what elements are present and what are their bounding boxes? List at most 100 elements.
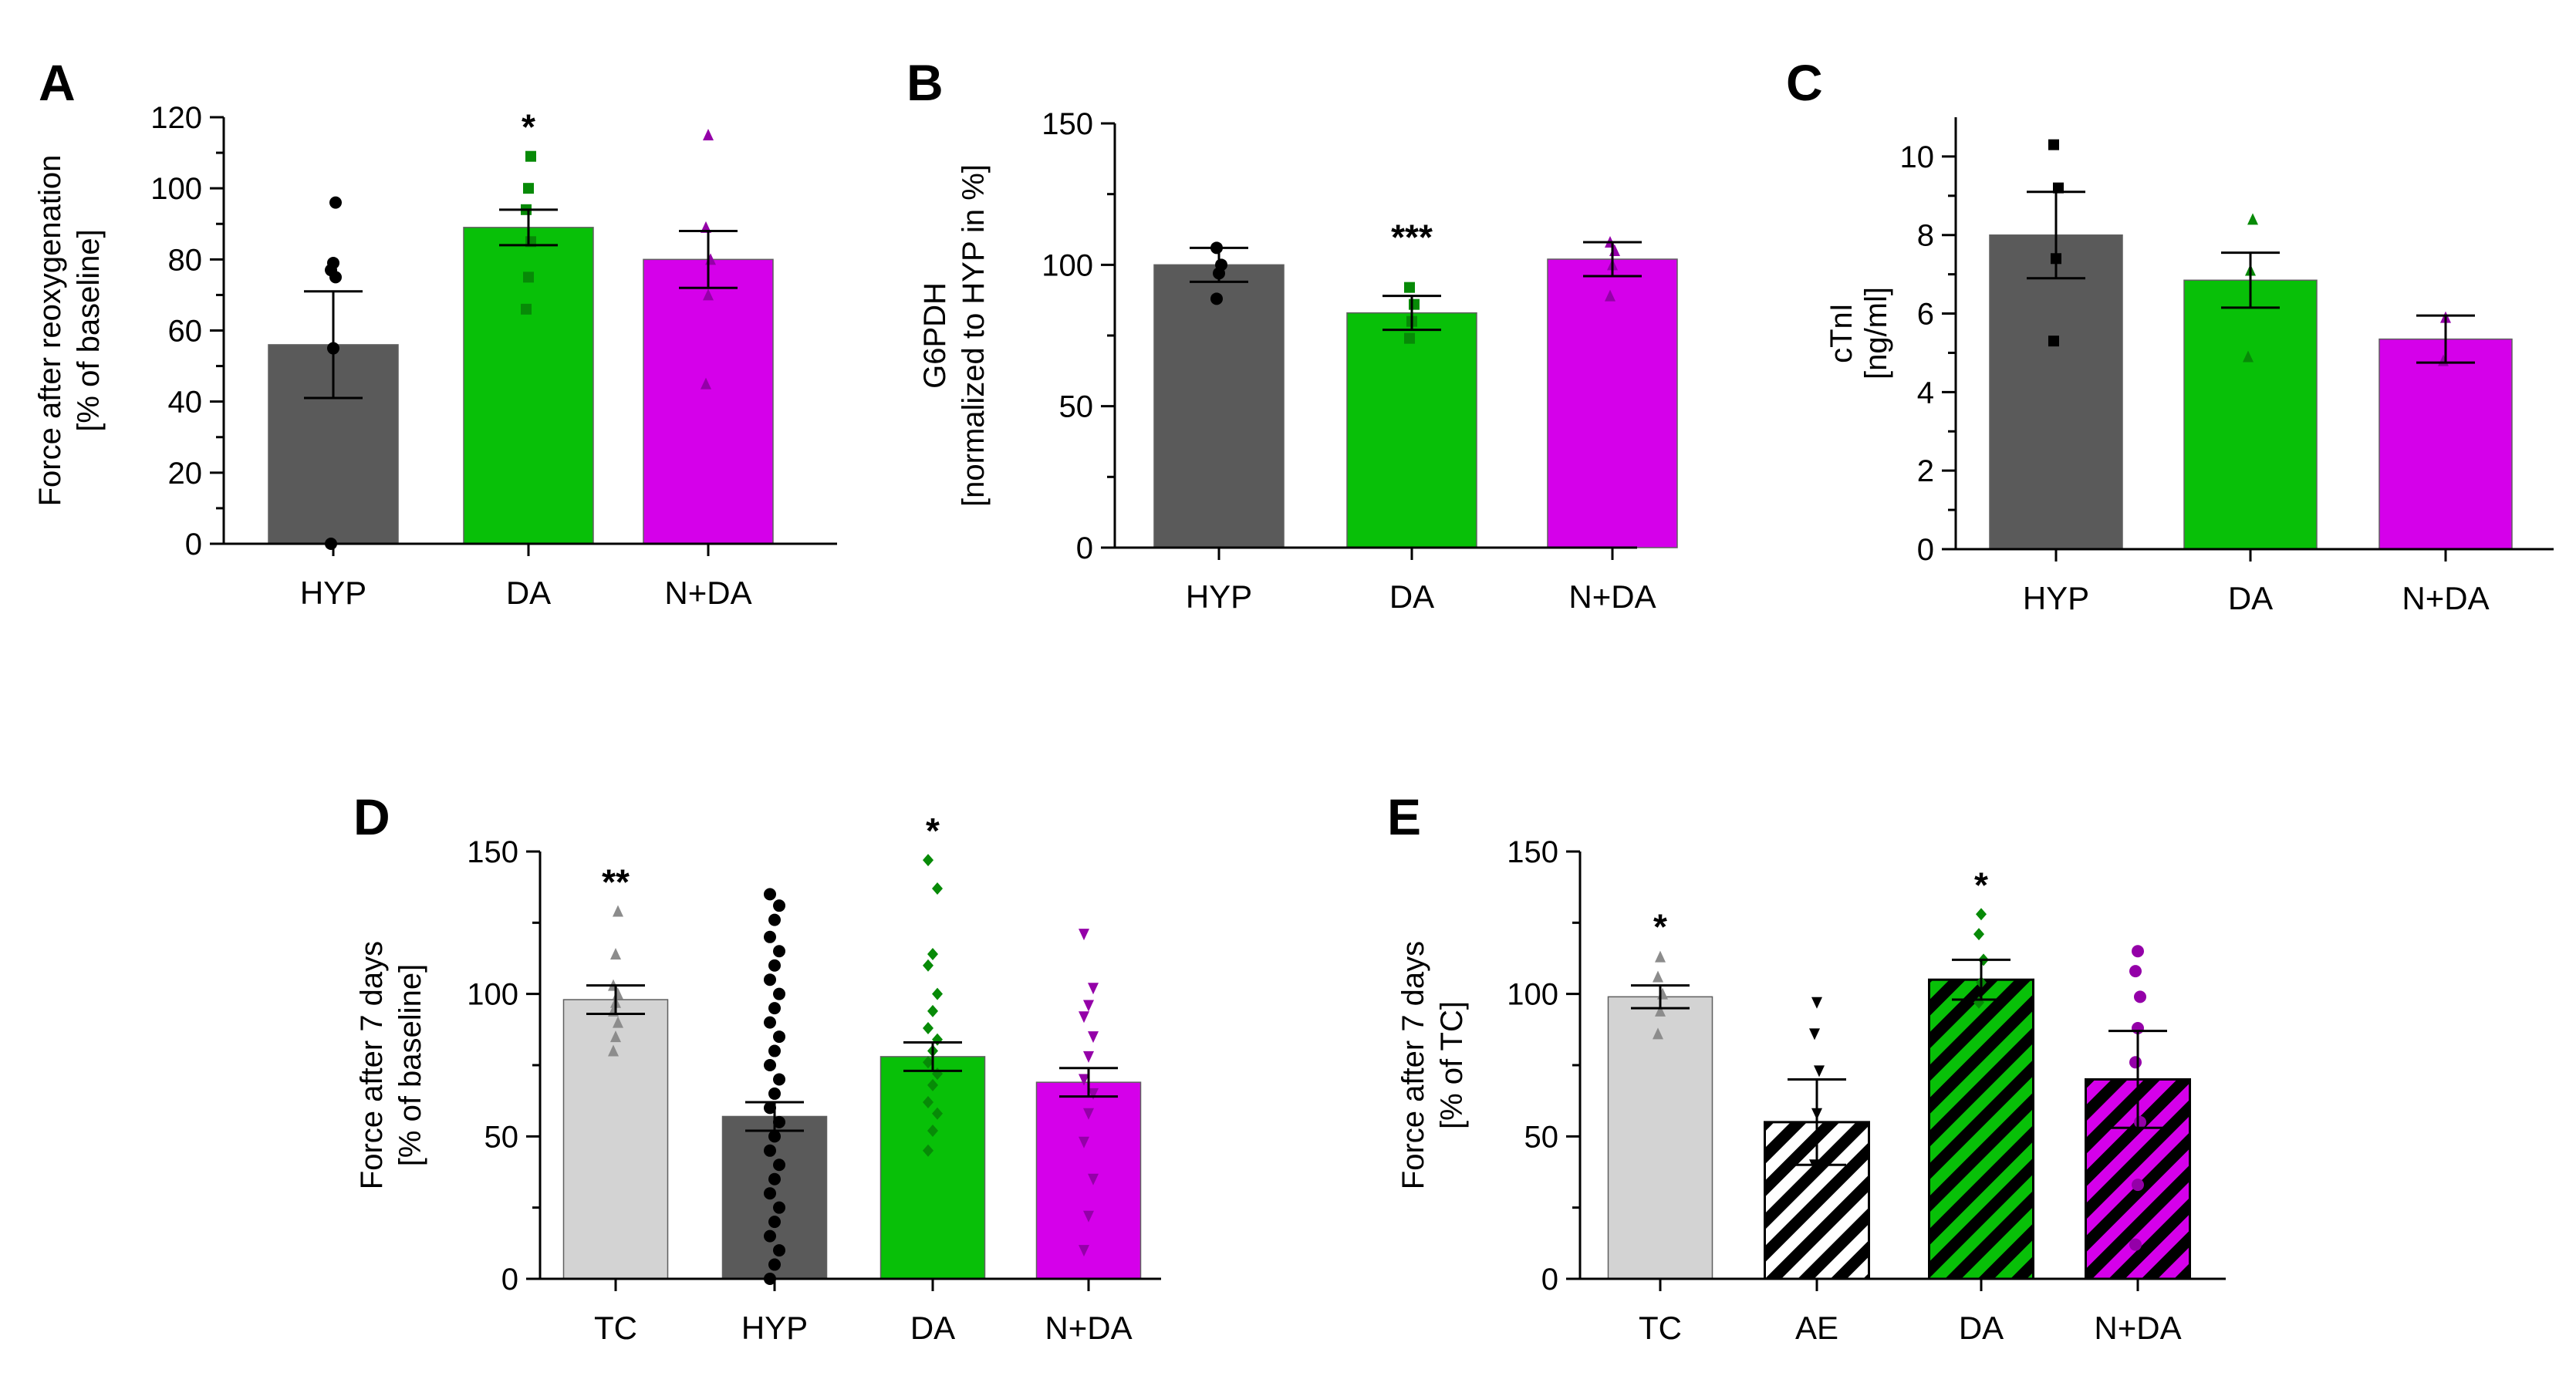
panel-a-y-tick-label: 40 (168, 386, 203, 420)
panel-e-data-point (1657, 987, 1668, 1000)
panel-d-data-point (1079, 1074, 1089, 1086)
panel-a-data-point (525, 150, 536, 162)
panel-c-data-point (2048, 139, 2059, 150)
panel-d-data-point (773, 1201, 785, 1214)
panel-c-category-label: HYP (2023, 580, 2089, 616)
panel-a-y-tick-label: 120 (150, 101, 202, 135)
panel-d-data-point (773, 899, 785, 912)
panel-b-bar-da (1346, 312, 1477, 548)
panel-d-data-point (773, 1115, 785, 1128)
panel-d-data-point (764, 1016, 776, 1029)
panel-d-data-point (610, 947, 621, 959)
panel-d-data-point (927, 1124, 938, 1137)
panel-d-data-point (768, 1087, 781, 1100)
panel-e-category-label: TC (1639, 1310, 1682, 1346)
panel-e-category-label: AE (1795, 1310, 1838, 1346)
panel-d-y-tick-label: 50 (484, 1120, 519, 1154)
panel-a-y-tick-label: 100 (150, 172, 202, 206)
panel-d-data-point (923, 1056, 934, 1069)
panel-e-data-point (1976, 908, 1987, 921)
panel-e-data-point (1655, 1004, 1666, 1017)
panel-d-category-label: TC (594, 1310, 637, 1346)
panel-d-data-point (932, 882, 943, 895)
panel-d-ylabel-line: [% of baseline] (393, 964, 427, 1166)
panel-d-data-point (1083, 1210, 1094, 1223)
panel-e-data-point (2129, 1056, 2142, 1069)
panel-d-data-point (773, 945, 785, 958)
panel-a-y-tick-label: 20 (168, 457, 203, 491)
panel-c-data-point (2048, 336, 2059, 347)
panel-d-data-point (932, 1107, 943, 1120)
panel-d-data-point (923, 1021, 934, 1034)
panel-d-data-point (764, 1059, 776, 1071)
panel-c-y-tick-label: 4 (1917, 376, 1934, 410)
panel-d-data-point (764, 1144, 776, 1157)
panel-d-data-point (773, 1158, 785, 1172)
panel-d-data-point (613, 1016, 623, 1028)
panel-e-ylabel-line: [% of TC] (1435, 1001, 1469, 1129)
panel-e-category-label: N+DA (2094, 1310, 2181, 1346)
panel-d-bar-tc (562, 999, 669, 1280)
panel-d-data-point (923, 1096, 934, 1109)
panel-d-significance-marker: ** (602, 862, 630, 902)
panel-e-y-tick-label: 0 (1541, 1263, 1558, 1297)
panel-e-data-point (2132, 945, 2144, 958)
panel-d-data-point (773, 987, 785, 1000)
panel-a-y-tick-label: 60 (168, 315, 203, 349)
panel-d-data-point (773, 1030, 785, 1044)
panel-d-data-point (768, 1130, 781, 1143)
panel-c-y-tick-label: 2 (1917, 454, 1934, 488)
panel-e-data-point (1809, 1028, 1820, 1040)
panel-e-bar-tc (1607, 996, 1713, 1280)
panel-d-data-point (927, 1004, 938, 1017)
panel-e-data-point (2132, 1179, 2144, 1192)
panel-d-data-point (1079, 1245, 1089, 1257)
panel-d-data-point (1088, 1088, 1099, 1100)
panel-d-data-point (1083, 1000, 1094, 1012)
panel-d-data-point (927, 1078, 938, 1091)
panel-b-category-label: N+DA (1568, 578, 1656, 615)
panel-a-ylabel-line: Force after reoxygenation (33, 155, 67, 507)
panel-e-ylabel-line: Force after 7 days (1396, 941, 1430, 1189)
panel-b-significance-marker: *** (1391, 218, 1433, 258)
panel-d-data-point (768, 913, 781, 926)
panel-b-data-point (1404, 332, 1415, 344)
panel-e-category-label: DA (1959, 1310, 2004, 1346)
panel-c-bar-nda (2378, 338, 2513, 550)
panel-d-data-point (764, 1187, 776, 1200)
panel-a-data-point (703, 129, 714, 141)
panel-a-category-label: HYP (300, 575, 366, 611)
panel-c-y-tick-label: 6 (1917, 298, 1934, 332)
panel-c-bar-hyp (1989, 234, 2123, 550)
panel-a-data-point (521, 303, 532, 315)
panel-d-data-point (1088, 1031, 1099, 1044)
panel-b-data-point (1409, 298, 1420, 310)
panel-e-data-point (2129, 1238, 2142, 1251)
panel-d-data-point (1083, 1051, 1094, 1063)
panel-d-category-label: DA (910, 1310, 955, 1346)
panel-d-data-point (927, 947, 938, 960)
panel-c-ylabel-line: cTnI (1825, 303, 1859, 363)
panel-c-y-tick-label: 10 (1900, 140, 1935, 174)
panel-b-data-point (1404, 282, 1415, 293)
panel-b-bar-hyp (1153, 264, 1285, 548)
panel-e-data-point (1973, 928, 1984, 941)
panel-c-category-label: N+DA (2402, 580, 2489, 616)
panel-d-bar-da (879, 1056, 986, 1280)
panel-b-y-tick-label: 50 (1059, 390, 1094, 424)
panel-b-category-label: HYP (1186, 578, 1252, 615)
panel-d-data-point (773, 1244, 785, 1257)
panel-d-data-point (764, 973, 776, 986)
panel-d-data-point (1088, 983, 1099, 995)
panel-d-category-label: N+DA (1045, 1310, 1132, 1346)
panel-a-significance-marker: * (522, 107, 535, 147)
panel-e-data-point (1653, 1027, 1663, 1040)
panel-e-y-tick-label: 150 (1507, 835, 1558, 869)
panel-e-significance-marker: * (1653, 907, 1667, 947)
panel-e-y-tick-label: 100 (1507, 978, 1558, 1012)
panel-e-data-point (1653, 970, 1663, 983)
panel-d-data-point (932, 987, 943, 1000)
panel-d-data-point (764, 930, 776, 943)
panel-d-data-point (1088, 1173, 1099, 1185)
